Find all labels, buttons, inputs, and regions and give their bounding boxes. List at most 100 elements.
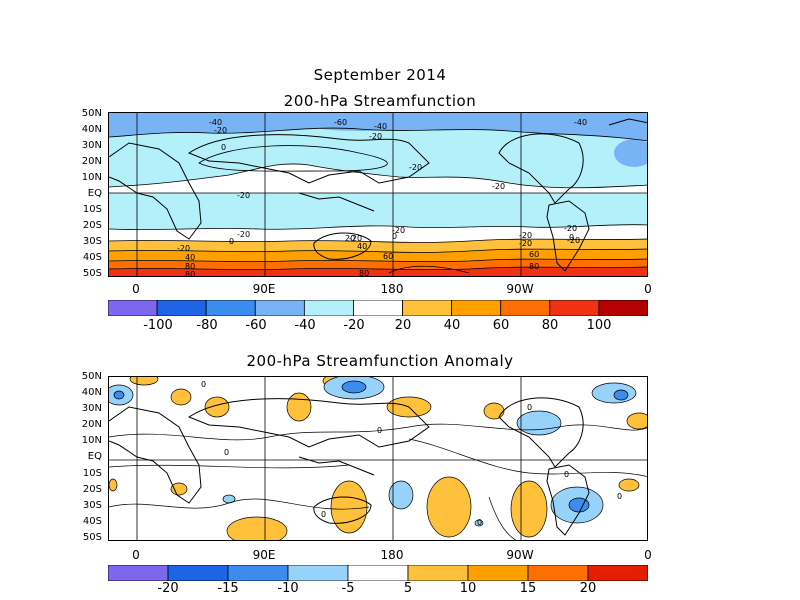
colorbar-swatch [549, 300, 600, 316]
contour-label: 0 [321, 510, 326, 519]
colorbar-label: -5 [341, 581, 355, 596]
lon-label: 90W [506, 548, 534, 562]
band-white-south [109, 224, 647, 243]
contour-label: -20 [409, 163, 422, 172]
lat-label: 10N [81, 435, 102, 446]
lat-label: 30N [81, 403, 102, 414]
contour-label: -20 [237, 191, 250, 200]
lat-label: 20S [82, 220, 102, 231]
lon-label: 90E [252, 548, 276, 562]
contour-label: -20 [214, 126, 227, 135]
band-minus20-south [109, 193, 647, 230]
lat-label: 20N [81, 419, 102, 430]
contour-label: 0 [392, 232, 397, 241]
lat-label: EQ [87, 188, 102, 199]
lon-label: 0 [132, 282, 140, 296]
colorbar-swatch [108, 300, 158, 316]
colorbar-swatch [108, 565, 169, 581]
contour-label: -60 [334, 118, 347, 127]
colorbar-swatch [303, 300, 354, 316]
lon-label: 90E [252, 282, 276, 296]
colorbar-swatch [587, 565, 648, 581]
colorbar-label: 80 [541, 318, 559, 333]
lat-label: 10S [82, 204, 102, 215]
colorbar-bottom [108, 565, 648, 581]
lat-label: 20S [82, 484, 102, 495]
colorbar-label: -40 [294, 318, 316, 333]
contour-label: -20 [349, 234, 362, 243]
contour-label: 0 [224, 448, 229, 457]
lat-label: 50S [82, 532, 102, 543]
colorbar-swatch [167, 565, 229, 581]
colorbar-top [108, 300, 648, 316]
streamfunction-map: -40 -20 -60 -40 -20 -40 0 -20 -20 -20 -2… [108, 112, 648, 277]
lon-label: 90W [506, 282, 534, 296]
coastlines-top [109, 118, 647, 272]
contour-label: 40 [357, 242, 367, 251]
lat-label: 50N [81, 108, 102, 119]
contour-label: 0 [527, 403, 532, 412]
contours-bottom [109, 423, 647, 540]
contour-label: -20 [567, 236, 580, 245]
contours-top [109, 127, 647, 274]
lon-label: 180 [380, 282, 404, 296]
colorbar-label: 40 [443, 318, 461, 333]
blob-minus40-asia [299, 113, 419, 131]
contour-label: 80 [359, 269, 369, 277]
contour-label: 0 [229, 237, 234, 246]
coastlines-bottom [109, 397, 590, 536]
contour-label: 0 [564, 470, 569, 479]
contour-label: 80 [185, 270, 195, 277]
streamfunction-anomaly-map: 0 0 0 0 0 0 0 0 [108, 376, 648, 541]
colorbar-label: 60 [492, 318, 510, 333]
contour-label: -40 [374, 122, 387, 131]
colorbar-label: -10 [277, 581, 299, 596]
colorbar-swatch [451, 300, 502, 316]
colorbar-swatch [287, 565, 349, 581]
contour-label: -20 [392, 226, 405, 235]
colorbar-label: 10 [459, 581, 477, 596]
grid-bottom [109, 377, 647, 540]
colorbar-swatch [254, 300, 305, 316]
top-panel-title: 200-hPa Streamfunction [283, 92, 477, 110]
contour-label: 80 [529, 262, 539, 271]
contour-label: -20 [564, 224, 577, 233]
colorbar-swatch [500, 300, 551, 316]
colorbar-label: -15 [217, 581, 239, 596]
strong-negative-anomalies [113, 380, 629, 513]
lon-label: 0 [132, 548, 140, 562]
colorbar-swatch [407, 565, 469, 581]
contour-label: -40 [209, 118, 222, 127]
colorbar-swatch [467, 565, 529, 581]
colorbar-label: -100 [143, 318, 173, 333]
contour-label-group-top: -40 -20 -60 -40 -20 -40 0 -20 -20 -20 -2… [177, 118, 587, 277]
colorbar-label: 20 [394, 318, 412, 333]
lat-label: 40N [81, 124, 102, 135]
lat-label: 20N [81, 156, 102, 167]
figure-title: September 2014 [313, 66, 447, 84]
lon-label: 0 [644, 548, 652, 562]
contour-label: 40 [185, 253, 195, 262]
lat-label: 30S [82, 500, 102, 511]
lat-label: 40S [82, 516, 102, 527]
colorbar-swatch [402, 300, 453, 316]
contour-label: -20 [519, 231, 532, 240]
lat-label: EQ [87, 451, 102, 462]
lon-label: 0 [644, 282, 652, 296]
contour-label: 80 [185, 262, 195, 271]
lat-label: 10S [82, 468, 102, 479]
streamfunction-anomaly-map-svg: 0 0 0 0 0 0 0 0 [109, 377, 647, 540]
colorbar-label: 15 [519, 581, 537, 596]
colorbar-label: -20 [157, 581, 179, 596]
colorbar-label: -60 [245, 318, 267, 333]
lat-label: 40N [81, 387, 102, 398]
contour-label: -20 [237, 230, 250, 239]
contour-label: -20 [177, 244, 190, 253]
colorbar-label: 5 [403, 581, 413, 596]
contour-label: 0 [569, 233, 574, 242]
contour-label: 0 [377, 426, 382, 435]
contour-label: 20 [345, 234, 355, 243]
lat-label: 30N [81, 140, 102, 151]
grid-top [109, 113, 647, 276]
lat-label: 40S [82, 252, 102, 263]
